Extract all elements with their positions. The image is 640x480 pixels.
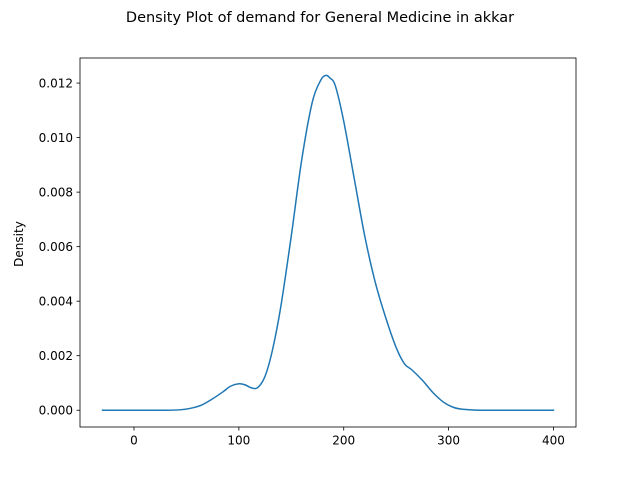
density-line: [101, 74, 555, 412]
x-tick-label: 400: [542, 434, 565, 448]
y-tick-label: 0.000: [39, 404, 73, 418]
y-axis-label: Density: [12, 221, 26, 267]
x-tick-label: 100: [227, 434, 250, 448]
x-tick-label: 300: [437, 434, 460, 448]
chart-title: Density Plot of demand for General Medic…: [126, 10, 514, 26]
y-tick-label: 0.006: [39, 240, 73, 254]
x-tick-label: 0: [130, 434, 138, 448]
y-axis: 0.000 0.002 0.004 0.006 0.008 0.010 0.012: [39, 76, 80, 418]
plot-frame: [79, 57, 577, 428]
y-tick-label: 0.002: [39, 349, 73, 363]
y-tick-label: 0.010: [39, 131, 73, 145]
y-tick-label: 0.008: [39, 185, 73, 199]
x-tick-label: 200: [332, 434, 355, 448]
plot-area: [101, 74, 555, 412]
y-tick-label: 0.012: [39, 76, 73, 90]
y-tick-label: 0.004: [39, 294, 73, 308]
x-axis: 0 100 200 300 400: [130, 427, 565, 448]
